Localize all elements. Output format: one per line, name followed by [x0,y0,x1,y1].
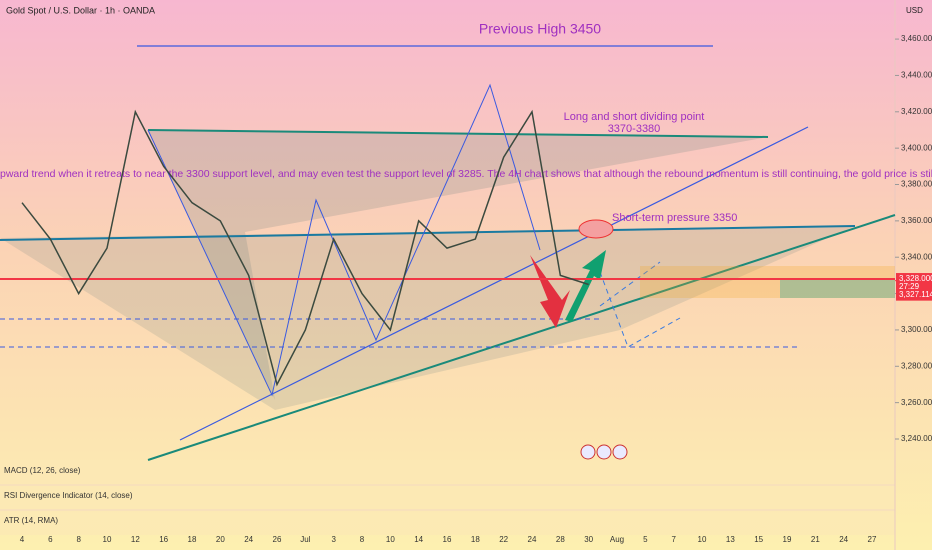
x-tick-label: 21 [811,535,820,544]
volume-profile [780,280,895,298]
price-label: 3,327.114 [899,290,932,299]
price-label: 3,328.000 [899,274,932,283]
x-tick-label: 18 [188,535,197,544]
x-tick-label: 8 [76,535,81,544]
x-tick-label: 24 [244,535,253,544]
y-tick-label: 3,280.000 [901,361,932,370]
trendline [147,214,896,461]
y-tick-label: 3,340.000 [901,252,932,261]
up-arrow [565,250,606,322]
x-tick-label: 24 [839,535,848,544]
x-tick-label: 4 [20,535,25,544]
y-tick-label: 3,360.000 [901,216,932,225]
event-icon [612,444,628,460]
pressure-circle [578,219,614,239]
x-tick-label: 8 [360,535,365,544]
x-tick-label: 5 [643,535,648,544]
triangle-zone [148,130,768,400]
x-tick-label: 27 [868,535,877,544]
x-tick-label: 24 [528,535,537,544]
volume-profile [640,266,895,298]
annotation: pward trend when it retreats to near the… [0,168,932,180]
annotation: Previous High 3450 [479,21,601,37]
trendline [147,129,769,138]
x-tick-label: 12 [131,535,140,544]
x-tick-label: 6 [48,535,53,544]
x-tick-label: 30 [584,535,593,544]
x-tick-label: 3 [331,535,336,544]
price-tag [896,288,932,301]
x-tick-label: 16 [159,535,168,544]
event-icon [580,444,596,460]
x-tick-label: 19 [783,535,792,544]
down-arrow [530,255,570,328]
trendline [0,225,856,241]
annotation: Short-term pressure 3350 [612,212,737,224]
x-tick-label: 26 [273,535,282,544]
x-tick-label: 18 [471,535,480,544]
x-tick-label: 20 [216,535,225,544]
annotation: Long and short dividing point [564,111,705,123]
y-tick-label: 3,400.000 [901,143,932,152]
chart-title: Gold Spot / U.S. Dollar · 1h · OANDA [6,5,155,15]
wave-line [147,83,541,397]
y-tick-label: 3,420.000 [901,107,932,116]
x-tick-label: 22 [499,535,508,544]
indicator-label[interactable]: RSI Divergence Indicator (14, close) [4,491,133,500]
x-tick-label: 10 [103,535,112,544]
currency: USD [906,6,923,15]
x-tick-label: Jul [300,535,310,544]
x-tick-label: 10 [698,535,707,544]
price-line [21,109,589,387]
indicator-label[interactable]: MACD (12, 26, close) [4,466,81,475]
y-tick-label: 3,440.000 [901,71,932,80]
event-icon [596,444,612,460]
y-tick-label: 3,380.000 [901,180,932,189]
x-tick-label: 13 [726,535,735,544]
y-tick-label: 3,260.000 [901,398,932,407]
x-tick-label: 14 [414,535,423,544]
projection-line [599,261,661,307]
x-tick-label: Aug [610,535,624,544]
price-tag [896,273,932,294]
x-tick-label: 10 [386,535,395,544]
triangle-zone [0,226,855,410]
y-tick-label: 3,240.000 [901,434,932,443]
countdown: 27:29 [899,282,920,291]
y-tick-label: 3,460.000 [901,34,932,43]
x-tick-label: 28 [556,535,565,544]
y-tick-label: 3,300.000 [901,325,932,334]
indicator-panels [0,460,895,535]
x-tick-label: 16 [443,535,452,544]
trendline [179,126,809,441]
projection-line [599,271,681,348]
indicator-label[interactable]: ATR (14, RMA) [4,516,58,525]
x-tick-label: 7 [671,535,676,544]
annotation: 3370-3380 [608,123,661,135]
x-tick-label: 15 [754,535,763,544]
